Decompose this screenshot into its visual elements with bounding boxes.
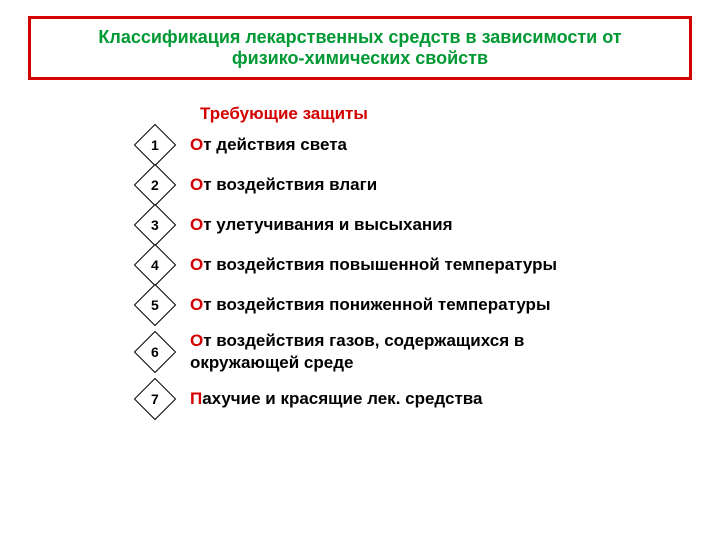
- diamond-marker: 6: [134, 331, 176, 373]
- item-text: От воздействия газов, содержащихся в окр…: [190, 330, 630, 374]
- title-box: Классификация лекарственных средств в за…: [28, 16, 692, 80]
- item-first-letter: О: [190, 175, 203, 194]
- item-text: От воздействия повышенной температуры: [190, 254, 557, 276]
- item-number: 1: [151, 137, 159, 153]
- subtitle: Требующие защиты: [200, 104, 720, 124]
- item-number: 5: [151, 297, 159, 313]
- item-first-letter: О: [190, 135, 203, 154]
- diamond-marker: 1: [134, 124, 176, 166]
- items-list: 1 От действия света 2 От воздействия влаги 3…: [140, 130, 720, 414]
- content-area: Требующие защиты 1 От действия света 2 От в…: [0, 104, 720, 414]
- item-text: От улетучивания и высыхания: [190, 214, 453, 236]
- item-number: 3: [151, 217, 159, 233]
- item-number: 2: [151, 177, 159, 193]
- diamond-marker: 3: [134, 204, 176, 246]
- item-number: 7: [151, 391, 159, 407]
- title-line-2: физико-химических свойств: [51, 48, 669, 69]
- list-item: 2 От воздействия влаги: [140, 170, 720, 200]
- item-rest-text: т воздействия повышенной температуры: [203, 255, 557, 274]
- item-rest-text: т воздействия пониженной температуры: [203, 295, 550, 314]
- item-text: От воздействия пониженной температуры: [190, 294, 550, 316]
- item-first-letter: О: [190, 215, 203, 234]
- item-text: От действия света: [190, 134, 347, 156]
- list-item: 5 От воздействия пониженной температуры: [140, 290, 720, 320]
- item-rest-text: т действия света: [203, 135, 347, 154]
- diamond-marker: 2: [134, 164, 176, 206]
- item-text: Пахучие и красящие лек. средства: [190, 388, 482, 410]
- item-first-letter: О: [190, 255, 203, 274]
- item-number: 6: [151, 344, 159, 360]
- diamond-marker: 5: [134, 284, 176, 326]
- diamond-marker: 4: [134, 244, 176, 286]
- item-rest-text: ахучие и красящие лек. средства: [202, 389, 482, 408]
- item-first-letter: О: [190, 295, 203, 314]
- item-rest-text: т улетучивания и высыхания: [203, 215, 452, 234]
- list-item: 1 От действия света: [140, 130, 720, 160]
- item-text: От воздействия влаги: [190, 174, 377, 196]
- item-number: 4: [151, 257, 159, 273]
- diamond-marker: 7: [134, 378, 176, 420]
- list-item: 7 Пахучие и красящие лек. средства: [140, 384, 720, 414]
- title-line-1: Классификация лекарственных средств в за…: [51, 27, 669, 48]
- list-item: 4 От воздействия повышенной температуры: [140, 250, 720, 280]
- item-first-letter: П: [190, 389, 202, 408]
- list-item: 3 От улетучивания и высыхания: [140, 210, 720, 240]
- item-rest-text: т воздействия газов, содержащихся в окру…: [190, 331, 524, 372]
- item-first-letter: О: [190, 331, 203, 350]
- item-rest-text: т воздействия влаги: [203, 175, 377, 194]
- list-item: 6 От воздействия газов, содержащихся в ок…: [140, 330, 720, 374]
